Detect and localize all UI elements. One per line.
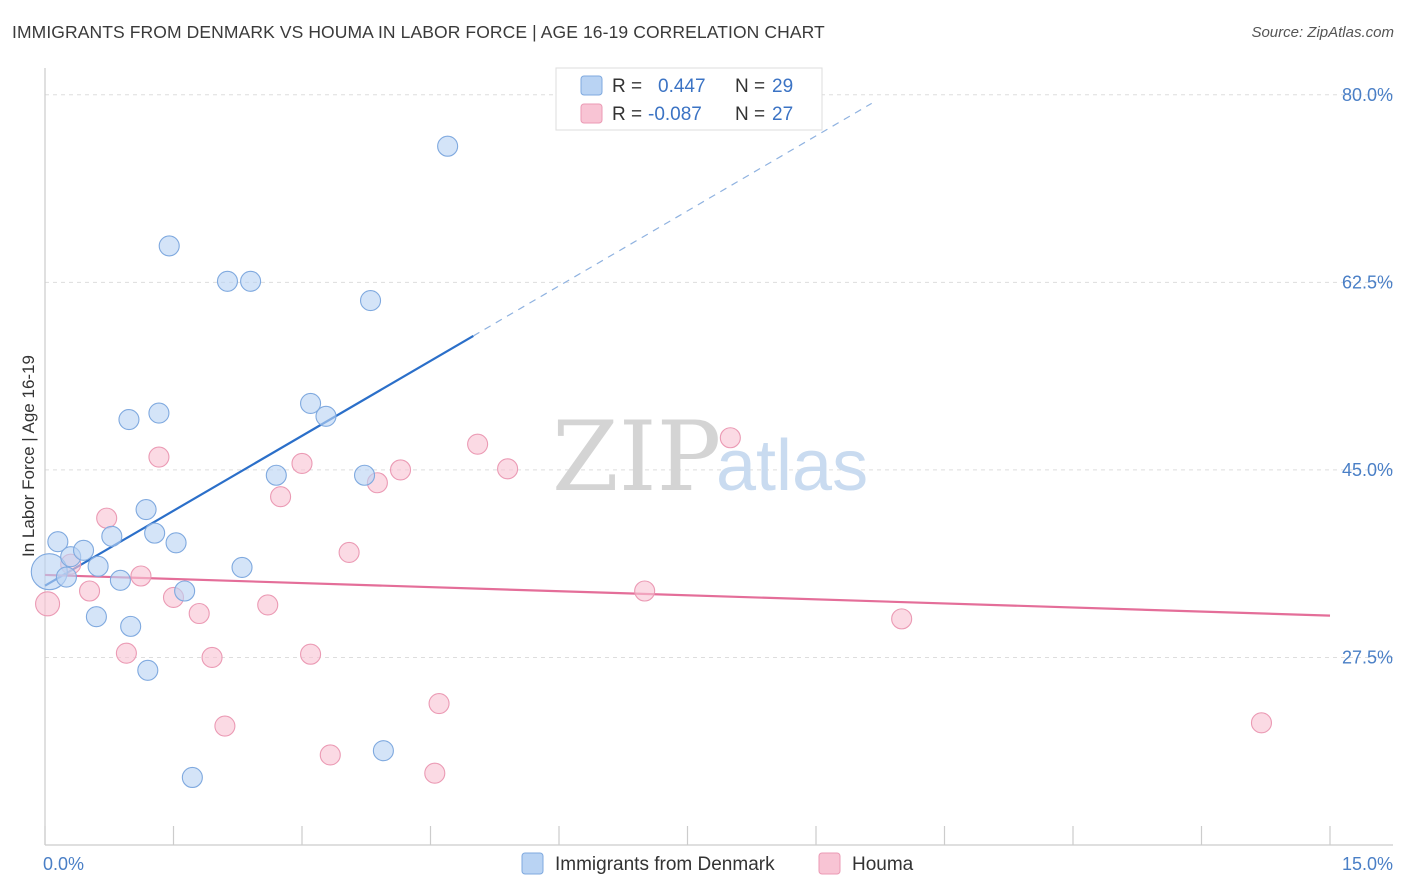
denmark-points [30, 135, 459, 789]
denmark-point-14 [148, 402, 170, 424]
houma-point-2 [78, 580, 101, 602]
stats-legend-r-value-blue: 0.447 [658, 76, 706, 97]
denmark-point-8 [109, 569, 131, 591]
denmark-point-22 [265, 464, 287, 486]
denmark-point-26 [359, 290, 382, 312]
denmark-point-11 [118, 408, 140, 431]
houma-point-21 [467, 433, 489, 455]
houma-point-15 [319, 744, 341, 766]
stats-legend-r-value-pink: -0.087 [648, 104, 702, 125]
denmark-trend-line [44, 334, 474, 587]
stats-legend-n-value-blue: 29 [772, 76, 793, 97]
source-label: Source: ZipAtlas.com [1251, 24, 1394, 41]
watermark-atlas: atlas [716, 426, 868, 506]
denmark-point-21 [240, 270, 262, 292]
stats-legend-r-label-blue: R = [612, 76, 642, 97]
denmark-point-24 [315, 405, 337, 427]
houma-point-23 [634, 580, 656, 602]
denmark-point-6 [87, 555, 109, 577]
stats-legend-n-label-pink: N = [735, 104, 765, 125]
y-tick-label-0: 27.5% [1342, 647, 1393, 667]
watermark-zip: ZIP [552, 401, 721, 513]
stats-legend-r-label-pink: R = [612, 104, 642, 125]
houma-point-26 [1250, 712, 1273, 734]
houma-point-13 [291, 452, 313, 475]
houma-point-8 [188, 602, 210, 625]
x-ticks [44, 826, 1331, 845]
denmark-point-12 [135, 499, 157, 521]
stats-legend: R = 0.447 N = 29 R = -0.087 N = 27 [555, 67, 823, 131]
denmark-point-28 [437, 135, 459, 157]
denmark-point-27 [372, 740, 394, 762]
series-legend: Immigrants from Denmark Houma [521, 852, 914, 875]
denmark-point-25 [353, 464, 376, 486]
stats-legend-swatch-blue [580, 75, 603, 96]
houma-trend-line [44, 573, 1331, 617]
denmark-point-17 [174, 580, 196, 602]
denmark-point-4 [73, 539, 95, 561]
denmark-trend-extension [473, 102, 872, 337]
denmark-point-5 [85, 606, 107, 628]
chart-title: IMMIGRANTS FROM DENMARK VS HOUMA IN LABO… [12, 22, 825, 42]
denmark-point-7 [101, 525, 123, 547]
series-legend-swatch-denmark [521, 852, 544, 875]
denmark-point-20 [231, 556, 253, 578]
stats-legend-swatch-pink [580, 103, 603, 124]
series-legend-swatch-houma [818, 852, 841, 875]
axes [44, 68, 1393, 846]
houma-point-18 [389, 459, 412, 481]
denmark-point-9 [120, 615, 142, 637]
denmark-point-23 [300, 392, 322, 414]
houma-point-12 [270, 486, 292, 508]
trend-lines [44, 102, 1331, 617]
houma-point-0 [35, 591, 61, 617]
houma-point-14 [300, 643, 322, 665]
houma-point-22 [497, 458, 519, 480]
x-tick-label-max: 15.0% [1342, 854, 1393, 874]
houma-point-20 [428, 692, 450, 715]
y-tick-label-2: 62.5% [1342, 272, 1393, 292]
houma-point-19 [424, 762, 446, 784]
denmark-point-18 [181, 766, 203, 789]
y-tick-label-1: 45.0% [1342, 460, 1393, 480]
series-legend-label-denmark: Immigrants from Denmark [555, 854, 775, 875]
series-legend-label-houma: Houma [852, 854, 914, 875]
houma-point-25 [891, 608, 913, 630]
denmark-point-10 [137, 659, 159, 681]
houma-point-16 [338, 541, 360, 563]
x-tick-label-min: 0.0% [43, 854, 84, 874]
houma-point-4 [115, 642, 137, 664]
houma-point-9 [201, 646, 223, 668]
watermark: ZIP atlas [552, 401, 868, 513]
y-tick-labels: 27.5% 45.0% 62.5% 80.0% [1342, 85, 1393, 668]
denmark-point-13 [144, 522, 166, 544]
houma-points [35, 427, 1273, 784]
denmark-point-19 [216, 270, 239, 292]
houma-point-10 [214, 715, 236, 737]
y-axis-title: In Labor Force | Age 16-19 [19, 355, 38, 557]
y-tick-label-3: 80.0% [1342, 85, 1393, 105]
stats-legend-n-label-blue: N = [735, 76, 765, 97]
denmark-point-15 [158, 235, 180, 257]
denmark-point-1 [47, 531, 69, 553]
houma-point-5 [130, 565, 152, 587]
stats-legend-n-value-pink: 27 [772, 104, 793, 125]
houma-point-3 [96, 507, 118, 529]
denmark-point-16 [165, 532, 187, 554]
denmark-point-2 [55, 566, 77, 588]
houma-point-24 [719, 427, 741, 449]
houma-point-6 [148, 446, 170, 468]
houma-point-11 [257, 594, 279, 616]
